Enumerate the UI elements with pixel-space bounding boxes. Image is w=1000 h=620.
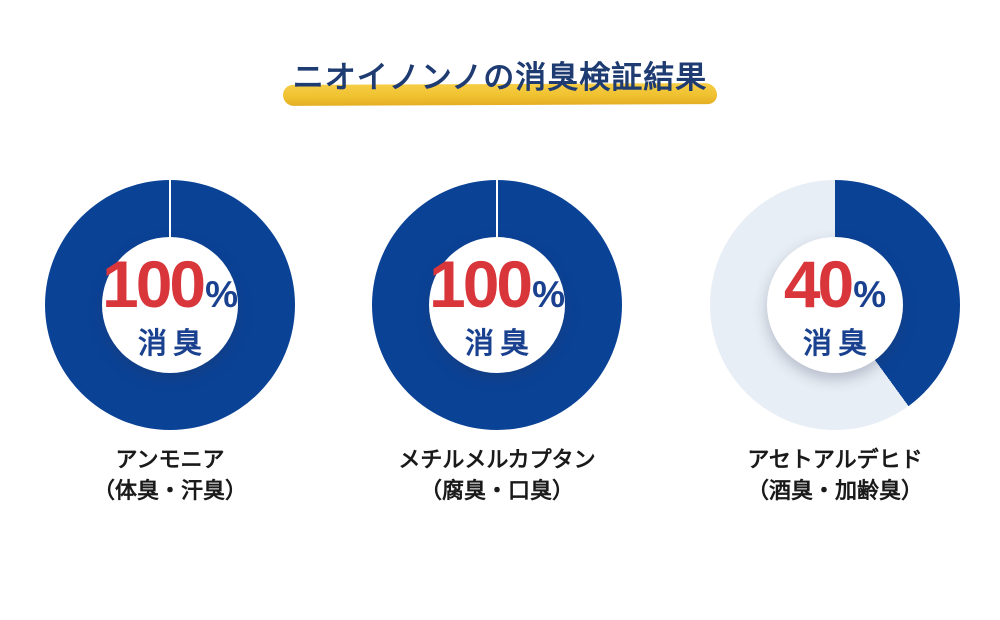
deodorize-caption: 消臭 [464,327,535,360]
value-row: 100 % [102,251,238,317]
category-note: （酒臭・加齢臭） [746,478,923,503]
page-title-text: ニオイノンノの消臭検証結果 [292,60,708,96]
donut-center: 40 % 消臭 [767,237,903,373]
category-label-ammonia: アンモニア （体臭・汗臭） [10,444,330,506]
page-title: ニオイノンノの消臭検証結果 [282,58,718,106]
percent-value: 100 [101,246,206,321]
donut-chart-methyl-mercaptan: 100 % 消臭 [372,180,622,430]
donut-center: 100 % 消臭 [102,237,238,373]
donut-ring: 40 % 消臭 [710,180,960,430]
category-name: メチルメルカプタン [398,447,596,472]
percent-value: 40 [783,246,854,321]
category-label-methyl-mercaptan: メチルメルカプタン （腐臭・口臭） [337,444,657,506]
deodorize-caption: 消臭 [802,327,873,360]
category-name: アセトアルデヒド [747,447,923,472]
percent-value: 100 [428,246,533,321]
donut-ring: 100 % 消臭 [372,180,622,430]
category-note: （腐臭・口臭） [419,478,574,503]
category-note: （体臭・汗臭） [92,478,247,503]
donut-chart-ammonia: 100 % 消臭 [45,180,295,430]
donut-center: 100 % 消臭 [429,237,565,373]
category-label-acetaldehyde: アセトアルデヒド （酒臭・加齢臭） [675,444,995,506]
page-title-row: ニオイノンノの消臭検証結果 [0,58,1000,106]
percent-sign: % [532,273,566,315]
donut-ring: 100 % 消臭 [45,180,295,430]
slice-start-tick [496,180,498,238]
value-row: 40 % [784,251,886,317]
deodorize-caption: 消臭 [137,327,208,360]
percent-sign: % [853,273,887,315]
percent-sign: % [205,273,239,315]
donut-chart-acetaldehyde: 40 % 消臭 [710,180,960,430]
slice-start-tick [169,180,171,238]
value-row: 100 % [429,251,565,317]
category-name: アンモニア [115,447,225,472]
